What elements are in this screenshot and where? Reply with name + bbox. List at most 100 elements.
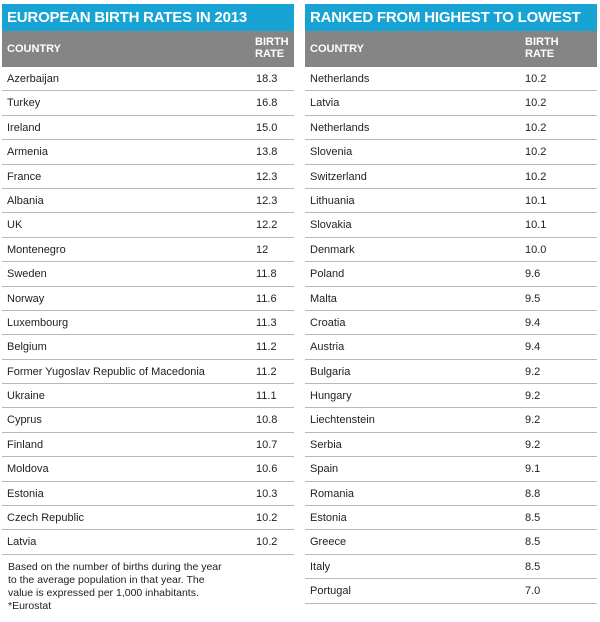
table-row: Poland 9.6 — [305, 262, 597, 287]
country-cell: Turkey — [7, 97, 41, 110]
table-row: Serbia 9.2 — [305, 433, 597, 458]
table-row: Romania 8.8 — [305, 482, 597, 507]
footnote-line: Based on the number of births during the… — [8, 560, 222, 573]
country-cell: Bulgaria — [310, 365, 351, 378]
rate-cell: 10.2 — [525, 121, 547, 134]
country-cell: Switzerland — [310, 170, 367, 183]
country-cell: Ukraine — [7, 390, 45, 403]
table-row: Malta 9.5 — [305, 287, 597, 311]
table-row: Croatia 9.4 — [305, 311, 597, 336]
right-col-rate-line1: BIRTH — [525, 36, 559, 48]
country-cell: Portugal — [310, 585, 351, 598]
rate-cell: 10.2 — [525, 97, 547, 110]
table-row: Slovakia 10.1 — [305, 213, 597, 238]
table-row: Liechtenstein 9.2 — [305, 408, 597, 433]
table-row: Denmark 10.0 — [305, 238, 597, 263]
country-cell: Slovakia — [310, 219, 352, 232]
rate-cell: 9.5 — [525, 292, 541, 305]
rate-cell: 10.0 — [525, 243, 547, 256]
rate-cell: 10.7 — [256, 438, 278, 451]
country-cell: Spain — [310, 463, 339, 476]
rate-cell: 9.6 — [525, 268, 541, 281]
country-cell: Slovenia — [310, 146, 353, 159]
rate-cell: 10.2 — [525, 170, 547, 183]
rate-cell: 9.2 — [525, 365, 541, 378]
table-row: Switzerland 10.2 — [305, 165, 597, 189]
table-row: France 12.3 — [2, 165, 294, 189]
country-cell: Hungary — [310, 390, 352, 403]
country-cell: Liechtenstein — [310, 414, 375, 427]
right-table-header: COUNTRY BIRTH RATE — [305, 31, 597, 67]
rate-cell: 12.3 — [256, 170, 278, 183]
rate-cell: 9.2 — [525, 438, 541, 451]
table-row: Armenia 13.8 — [2, 140, 294, 165]
table-row: Hungary 9.2 — [305, 384, 597, 409]
left-col-country: COUNTRY — [7, 43, 61, 55]
rate-cell: 9.4 — [525, 316, 541, 329]
table-row: Netherlands 10.2 — [305, 116, 597, 141]
country-cell: Norway — [7, 292, 45, 305]
country-cell: Armenia — [7, 146, 48, 159]
table-row: Montenegro 12 — [2, 238, 294, 263]
country-cell: Croatia — [310, 316, 346, 329]
country-cell: Estonia — [7, 487, 44, 500]
country-cell: Denmark — [310, 243, 355, 256]
country-cell: Italy — [310, 560, 331, 573]
table-row: Albania 12.3 — [2, 189, 294, 214]
rate-cell: 13.8 — [256, 146, 278, 159]
rate-cell: 11.8 — [256, 268, 277, 281]
table-row: Finland 10.7 — [2, 433, 294, 458]
country-cell: France — [7, 170, 42, 183]
table-row: Moldova 10.6 — [2, 457, 294, 482]
table-row: Latvia 10.2 — [305, 91, 597, 116]
rate-cell: 9.4 — [525, 341, 541, 354]
rate-cell: 12.2 — [256, 219, 278, 232]
left-table: EUROPEAN BIRTH RATES IN 2013 COUNTRY BIR… — [2, 4, 294, 613]
rate-cell: 10.3 — [256, 487, 278, 500]
table-row: Czech Republic 10.2 — [2, 506, 294, 531]
country-cell: Latvia — [310, 97, 340, 110]
table-row: Azerbaijan 18.3 — [2, 67, 294, 92]
rate-cell: 12.3 — [256, 194, 278, 207]
country-cell: Netherlands — [310, 73, 370, 85]
rate-cell: 12 — [256, 243, 269, 256]
table-row: Former Yugoslav Republic of Macedonia 11.… — [2, 360, 294, 385]
table-row: Italy 8.5 — [305, 555, 597, 580]
country-cell: Moldova — [7, 463, 49, 476]
rate-cell: 10.1 — [525, 194, 547, 207]
country-cell: Czech Republic — [7, 512, 85, 525]
rate-cell: 8.5 — [525, 512, 541, 525]
country-cell: Greece — [310, 536, 347, 549]
country-cell: Austria — [310, 341, 345, 354]
table-row: Luxembourg 11.3 — [2, 311, 294, 336]
footnote-source: *Eurostat — [8, 599, 52, 612]
country-cell: Ireland — [7, 121, 41, 134]
left-col-rate: BIRTH RATE — [255, 36, 289, 60]
table-row: Norway 11.6 — [2, 287, 294, 311]
rate-cell: 10.1 — [525, 219, 547, 232]
rate-cell: 10.6 — [256, 463, 278, 476]
table-row: Turkey 16.8 — [2, 91, 294, 116]
country-cell: Romania — [310, 487, 355, 500]
country-cell: Cyprus — [7, 414, 42, 427]
table-row: Bulgaria 9.2 — [305, 360, 597, 385]
table-row: Sweden 11.8 — [2, 262, 294, 287]
rate-cell: 8.8 — [525, 487, 541, 500]
table-row: Estonia 8.5 — [305, 506, 597, 531]
country-cell: Finland — [7, 438, 44, 451]
footnote: Based on the number of births during the… — [2, 555, 294, 613]
right-table-title: RANKED FROM HIGHEST TO LOWEST — [305, 4, 597, 31]
table-row: Latvia 10.2 — [2, 530, 294, 555]
rate-cell: 10.2 — [525, 146, 547, 159]
country-cell: Belgium — [7, 341, 47, 354]
rate-cell: 11.1 — [256, 390, 277, 403]
rate-cell: 10.2 — [256, 512, 278, 525]
rate-cell: 10.8 — [256, 414, 278, 427]
rate-cell: 18.3 — [256, 73, 278, 85]
footnote-line: value is expressed per 1,000 inhabitants… — [8, 586, 199, 599]
table-row: Ukraine 11.1 — [2, 384, 294, 409]
left-col-rate-line2: RATE — [255, 48, 285, 60]
country-cell: Netherlands — [310, 121, 370, 134]
rate-cell: 10.2 — [256, 536, 278, 549]
country-cell: UK — [7, 219, 23, 232]
